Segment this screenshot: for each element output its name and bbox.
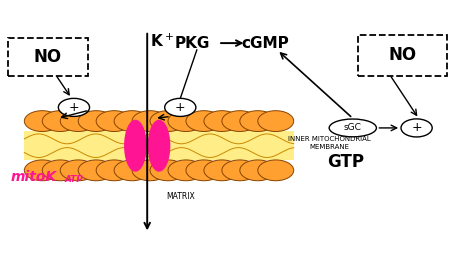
Circle shape xyxy=(164,98,196,116)
Circle shape xyxy=(60,160,96,181)
Circle shape xyxy=(132,111,168,131)
Text: PKG: PKG xyxy=(174,35,210,51)
Text: NO: NO xyxy=(34,48,62,66)
Circle shape xyxy=(114,160,150,181)
Circle shape xyxy=(96,111,132,131)
Text: GTP: GTP xyxy=(327,153,364,171)
Circle shape xyxy=(78,111,114,131)
Circle shape xyxy=(168,111,204,131)
Circle shape xyxy=(132,160,168,181)
Circle shape xyxy=(222,160,258,181)
Text: +: + xyxy=(175,101,186,114)
Circle shape xyxy=(240,111,276,131)
FancyBboxPatch shape xyxy=(8,38,88,76)
Text: ATP: ATP xyxy=(64,175,83,184)
Circle shape xyxy=(258,111,294,131)
Circle shape xyxy=(96,160,132,181)
Circle shape xyxy=(150,160,186,181)
Text: +: + xyxy=(69,101,79,114)
Circle shape xyxy=(240,160,276,181)
Circle shape xyxy=(186,160,222,181)
Circle shape xyxy=(42,111,78,131)
Text: NO: NO xyxy=(388,46,417,64)
Ellipse shape xyxy=(124,120,147,172)
Text: K$^+$: K$^+$ xyxy=(150,33,173,50)
Circle shape xyxy=(204,111,240,131)
Ellipse shape xyxy=(329,119,376,137)
Ellipse shape xyxy=(148,120,170,172)
Circle shape xyxy=(204,160,240,181)
Circle shape xyxy=(258,160,294,181)
Circle shape xyxy=(58,98,90,116)
Text: sGC: sGC xyxy=(344,123,362,133)
Circle shape xyxy=(60,111,96,131)
Text: mitoK: mitoK xyxy=(10,170,56,184)
Bar xyxy=(24,131,294,160)
Text: MATRIX: MATRIX xyxy=(166,192,195,201)
Circle shape xyxy=(150,111,186,131)
Circle shape xyxy=(114,111,150,131)
Text: +: + xyxy=(411,122,422,134)
Circle shape xyxy=(24,160,60,181)
FancyBboxPatch shape xyxy=(357,35,447,76)
Circle shape xyxy=(78,160,114,181)
Text: cGMP: cGMP xyxy=(241,35,289,51)
Circle shape xyxy=(42,160,78,181)
Circle shape xyxy=(222,111,258,131)
Text: INNER MITOCHONDRIAL
MEMBRANE: INNER MITOCHONDRIAL MEMBRANE xyxy=(288,136,371,150)
Circle shape xyxy=(186,111,222,131)
Circle shape xyxy=(24,111,60,131)
Circle shape xyxy=(168,160,204,181)
Circle shape xyxy=(401,119,432,137)
